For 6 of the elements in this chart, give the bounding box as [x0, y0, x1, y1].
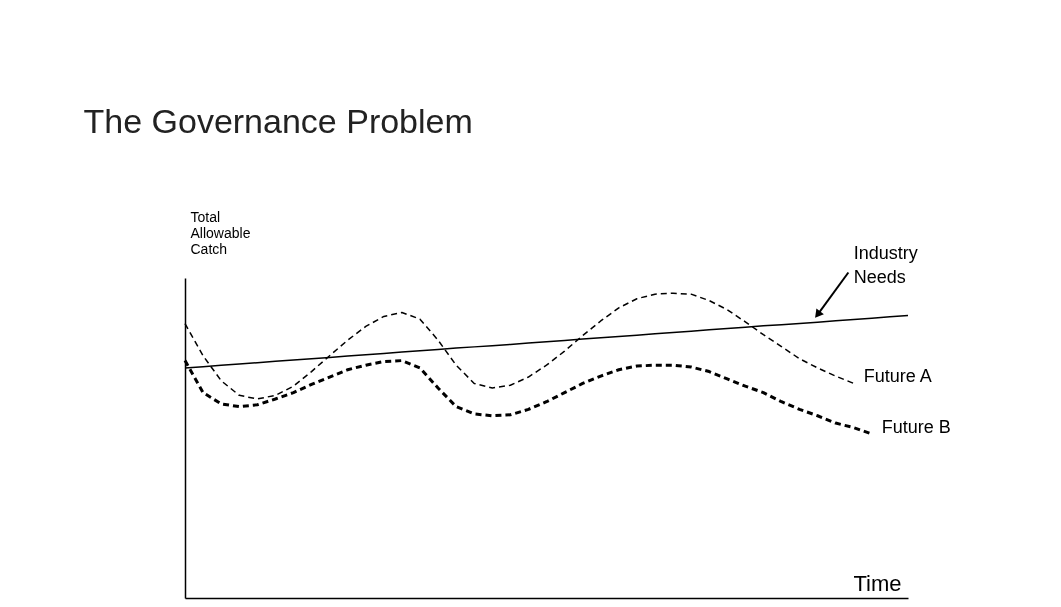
series-label: Future A [863, 366, 932, 387]
series-label: Industry Needs [853, 243, 918, 288]
chart-title: The Governance Problem [83, 102, 473, 140]
y-axis-title: Total Allowable Catch [190, 208, 251, 257]
x-axis-title: Time [853, 570, 902, 596]
series-label: Future B [881, 417, 951, 438]
